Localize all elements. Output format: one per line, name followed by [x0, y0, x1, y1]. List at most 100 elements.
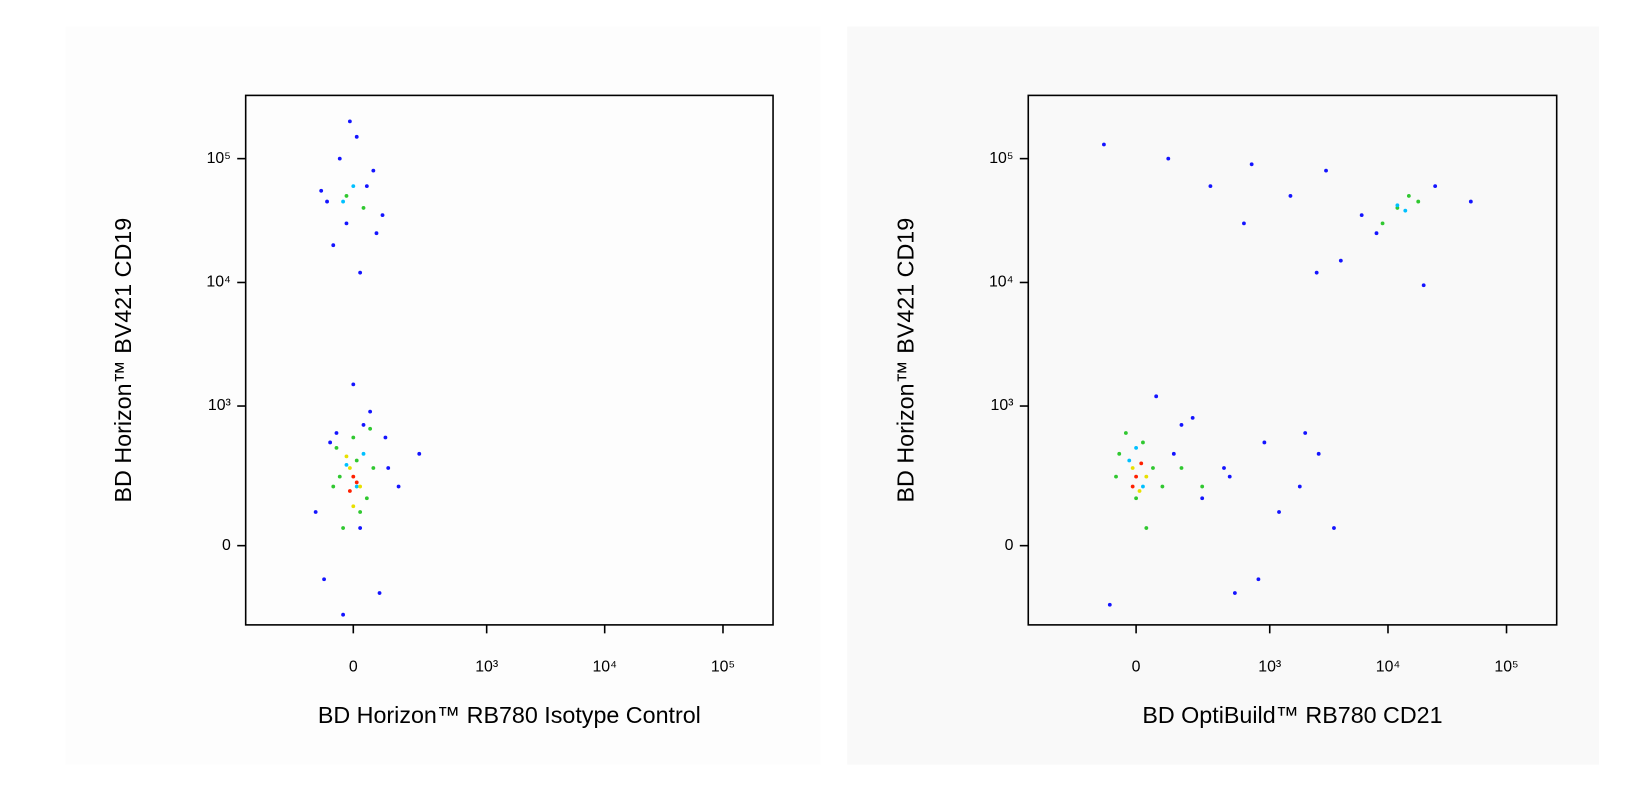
event-dot [1134, 496, 1139, 501]
y-tick-label: 10⁴ [989, 274, 1014, 291]
event-dot [361, 451, 366, 456]
event-dot [1144, 526, 1149, 530]
event-dot [344, 454, 349, 459]
event-dot [364, 184, 369, 189]
event-dot [396, 484, 401, 489]
event-dot [1227, 474, 1232, 479]
y-tick-label: 10³ [990, 397, 1013, 414]
event-dot [1324, 168, 1328, 173]
event-dot [1134, 445, 1139, 450]
event-dot [347, 489, 352, 493]
x-tick-label: 10⁵ [711, 658, 735, 675]
y-axis-label: BD Horizon™ BV421 CD19 [893, 218, 919, 503]
event-dot [1256, 577, 1261, 582]
x-tick-label: 10⁴ [592, 658, 617, 675]
event-dot [1144, 474, 1149, 479]
event-dot [1406, 194, 1411, 198]
event-dot [354, 134, 359, 139]
event-dot [331, 484, 336, 489]
event-dot [1137, 489, 1142, 493]
x-tick-label: 10³ [1258, 658, 1281, 675]
event-dot [361, 423, 366, 427]
event-dot [1288, 194, 1293, 198]
event-dot [1277, 510, 1281, 514]
event-dot [1222, 466, 1226, 470]
event-dot [358, 270, 363, 275]
event-dot [1200, 496, 1205, 501]
event-dot [354, 458, 359, 463]
event-dot [358, 510, 363, 514]
event-dot [331, 243, 336, 248]
event-dot [313, 510, 318, 514]
y-tick-label: 10⁵ [207, 150, 231, 167]
event-dot [1166, 156, 1171, 161]
event-dot [337, 156, 342, 161]
event-dot [1249, 162, 1254, 167]
event-dot [325, 199, 329, 204]
event-dot [371, 168, 376, 173]
event-dot [1262, 440, 1267, 445]
x-tick-label: 10³ [475, 658, 498, 675]
event-dot [1374, 231, 1379, 236]
x-tick-label: 10⁴ [1376, 658, 1401, 675]
event-dot [334, 431, 339, 435]
event-dot [1179, 423, 1184, 427]
event-dot [1117, 451, 1122, 456]
event-dot [328, 440, 333, 445]
event-dot [1303, 431, 1308, 435]
event-dot [1190, 415, 1195, 420]
event-dot [351, 382, 356, 387]
event-dot [1139, 461, 1144, 466]
event-dot [377, 591, 382, 595]
plot-frame [244, 94, 774, 626]
event-dot [1468, 199, 1473, 204]
event-dot [341, 612, 346, 617]
panel-background [65, 26, 821, 765]
event-dot [1127, 458, 1132, 463]
y-tick-label: 0 [1005, 537, 1014, 554]
event-dot [358, 526, 363, 530]
event-dot [364, 496, 369, 501]
event-dot [1338, 258, 1343, 263]
event-dot [1171, 451, 1176, 456]
event-dot [1141, 440, 1145, 445]
event-dot [347, 466, 352, 470]
event-dot [361, 206, 366, 210]
event-dot [358, 484, 363, 489]
event-dot [1242, 221, 1246, 226]
event-dot [383, 435, 388, 440]
event-dot [1151, 466, 1155, 470]
event-dot [351, 435, 356, 440]
event-dot [1134, 474, 1139, 479]
event-dot [1107, 602, 1112, 607]
event-dot [1395, 203, 1400, 208]
event-dot [351, 184, 356, 189]
event-dot [417, 451, 422, 456]
y-tick-label: 10⁵ [989, 150, 1013, 167]
event-dot [351, 504, 356, 509]
event-dot [1102, 142, 1106, 147]
event-dot [368, 409, 373, 414]
event-dot [344, 194, 349, 198]
event-dot [341, 199, 346, 204]
x-axis-label: BD OptiBuild™ RB780 CD21 [1142, 702, 1442, 728]
event-dot [368, 426, 373, 431]
event-dot [1395, 206, 1400, 210]
event-dot [374, 231, 379, 236]
event-dot [1416, 199, 1421, 204]
event-dot [1297, 484, 1302, 489]
event-dot [334, 445, 339, 450]
event-dot [341, 526, 346, 530]
y-tick-label: 10⁴ [206, 274, 231, 291]
y-axis-label: BD Horizon™ BV421 CD19 [110, 218, 136, 503]
event-dot [1421, 283, 1426, 288]
event-dot [380, 213, 385, 218]
event-dot [1200, 484, 1205, 489]
event-dot [354, 484, 359, 489]
event-dot [347, 119, 352, 124]
x-tick-label: 0 [1132, 658, 1141, 675]
panel-background [847, 26, 1600, 765]
event-dot [1160, 484, 1165, 489]
